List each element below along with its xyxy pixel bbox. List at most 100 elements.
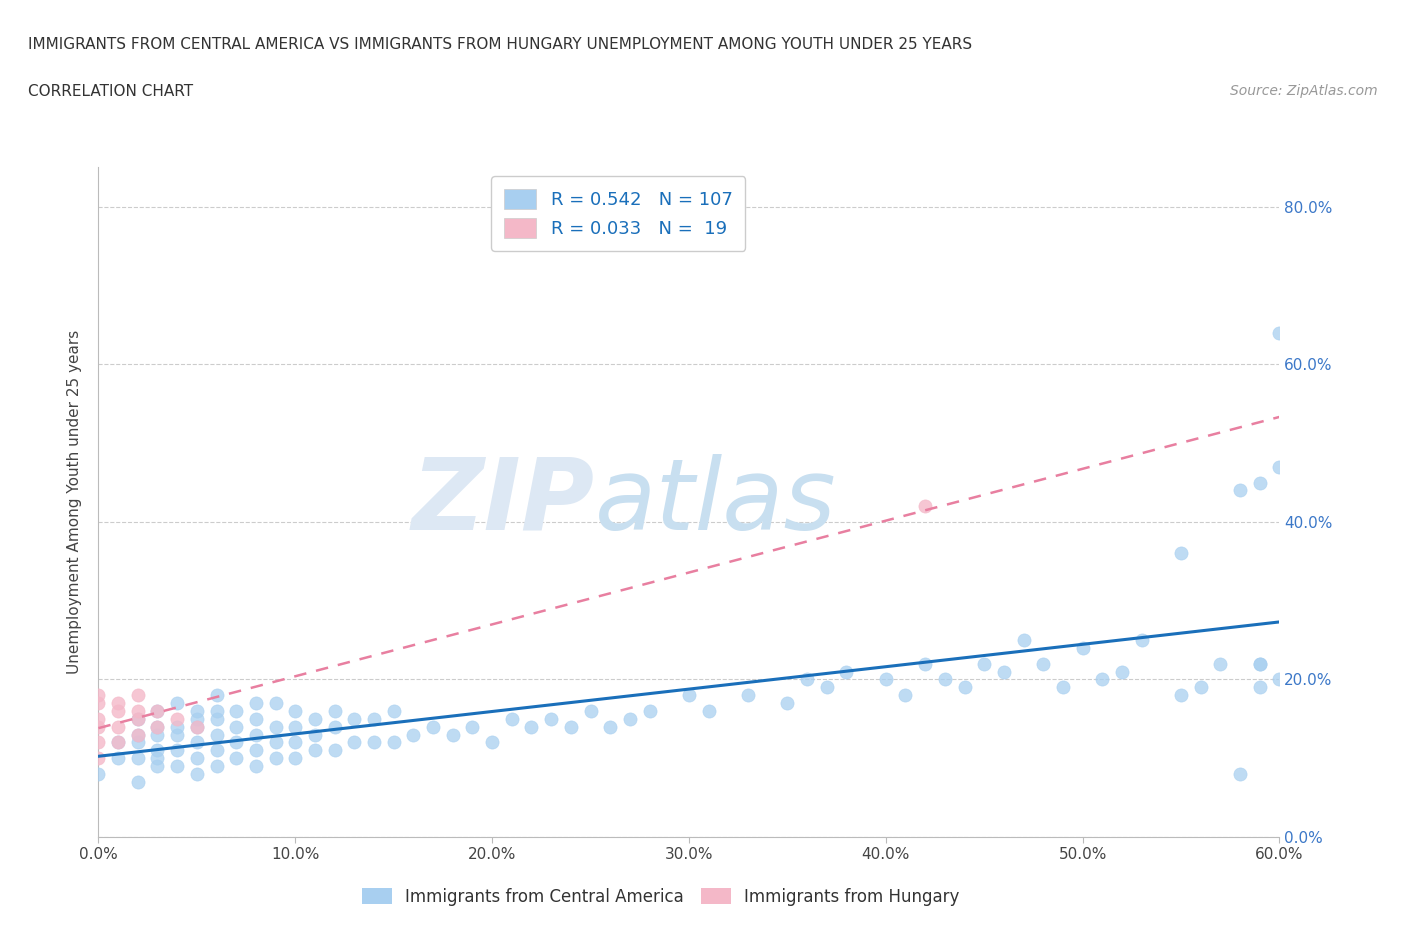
Point <box>205 703 228 718</box>
Point <box>127 735 149 750</box>
Point <box>146 719 169 734</box>
Point <box>363 711 385 726</box>
Point <box>186 719 208 734</box>
Point <box>186 766 208 781</box>
Point <box>304 711 326 726</box>
Point <box>1170 546 1192 561</box>
Point <box>186 711 208 726</box>
Text: ZIP: ZIP <box>412 454 595 551</box>
Point <box>619 711 641 726</box>
Point <box>146 719 169 734</box>
Point <box>127 751 149 765</box>
Point <box>1052 680 1074 695</box>
Point <box>127 775 149 790</box>
Point <box>540 711 562 726</box>
Point <box>205 727 228 742</box>
Point <box>166 719 188 734</box>
Point <box>166 711 188 726</box>
Point <box>993 664 1015 679</box>
Point <box>520 719 543 734</box>
Point <box>835 664 858 679</box>
Point <box>87 696 110 711</box>
Point <box>186 735 208 750</box>
Legend: Immigrants from Central America, Immigrants from Hungary: Immigrants from Central America, Immigra… <box>356 881 966 912</box>
Point <box>245 743 267 758</box>
Point <box>166 696 188 711</box>
Point <box>146 727 169 742</box>
Point <box>284 719 307 734</box>
Point <box>284 703 307 718</box>
Point <box>146 751 169 765</box>
Point <box>245 696 267 711</box>
Point <box>127 711 149 726</box>
Point <box>1268 326 1291 340</box>
Point <box>461 719 484 734</box>
Point <box>205 688 228 703</box>
Legend: R = 0.542   N = 107, R = 0.033   N =  19: R = 0.542 N = 107, R = 0.033 N = 19 <box>491 177 745 250</box>
Point <box>245 759 267 774</box>
Point <box>382 735 405 750</box>
Point <box>1170 688 1192 703</box>
Point <box>914 498 936 513</box>
Point <box>1229 766 1251 781</box>
Point <box>323 743 346 758</box>
Point <box>87 766 110 781</box>
Point <box>107 751 129 765</box>
Point <box>1268 459 1291 474</box>
Point <box>894 688 917 703</box>
Point <box>1209 657 1232 671</box>
Y-axis label: Unemployment Among Youth under 25 years: Unemployment Among Youth under 25 years <box>67 330 83 674</box>
Point <box>776 696 799 711</box>
Point <box>501 711 523 726</box>
Point <box>166 743 188 758</box>
Point <box>245 711 267 726</box>
Point <box>678 688 700 703</box>
Point <box>599 719 621 734</box>
Point <box>1130 632 1153 647</box>
Point <box>284 751 307 765</box>
Point <box>225 751 247 765</box>
Point <box>225 735 247 750</box>
Point <box>914 657 936 671</box>
Point <box>875 672 897 687</box>
Point <box>343 711 366 726</box>
Point <box>441 727 464 742</box>
Point <box>127 727 149 742</box>
Point <box>1071 641 1094 656</box>
Point <box>87 719 110 734</box>
Point <box>87 688 110 703</box>
Point <box>1091 672 1114 687</box>
Point <box>264 696 287 711</box>
Point <box>815 680 838 695</box>
Point <box>166 759 188 774</box>
Text: CORRELATION CHART: CORRELATION CHART <box>28 84 193 99</box>
Point <box>579 703 602 718</box>
Point <box>1249 475 1271 490</box>
Point <box>245 727 267 742</box>
Point <box>87 751 110 765</box>
Point <box>422 719 444 734</box>
Text: IMMIGRANTS FROM CENTRAL AMERICA VS IMMIGRANTS FROM HUNGARY UNEMPLOYMENT AMONG YO: IMMIGRANTS FROM CENTRAL AMERICA VS IMMIG… <box>28 37 972 52</box>
Point <box>481 735 503 750</box>
Point <box>304 743 326 758</box>
Point <box>284 735 307 750</box>
Point <box>1249 657 1271 671</box>
Point <box>127 688 149 703</box>
Point <box>264 751 287 765</box>
Point <box>205 759 228 774</box>
Point <box>638 703 661 718</box>
Point <box>323 719 346 734</box>
Point <box>225 703 247 718</box>
Point <box>87 711 110 726</box>
Point <box>560 719 582 734</box>
Point <box>1032 657 1054 671</box>
Point <box>186 703 208 718</box>
Point <box>304 727 326 742</box>
Point <box>127 703 149 718</box>
Point <box>264 719 287 734</box>
Point <box>146 759 169 774</box>
Point <box>737 688 759 703</box>
Point <box>205 711 228 726</box>
Point <box>382 703 405 718</box>
Point <box>264 735 287 750</box>
